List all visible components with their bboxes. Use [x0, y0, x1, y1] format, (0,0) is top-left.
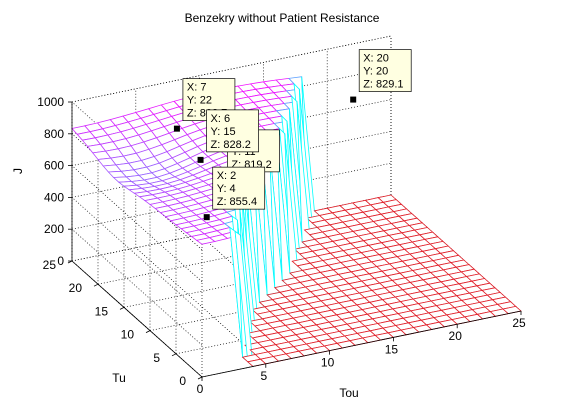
- y-tick-label: 10: [121, 328, 135, 342]
- z-tick-label: 1000: [37, 95, 64, 109]
- x-tick-label: 10: [321, 356, 335, 370]
- datatip-marker[interactable]: [350, 96, 357, 103]
- y-axis-label: Tu: [112, 371, 126, 385]
- z-tick-label: 400: [44, 190, 64, 204]
- x-axis-line: [201, 310, 522, 378]
- y-tick-label: 15: [95, 304, 109, 318]
- datatip-text: X: 6: [211, 113, 231, 125]
- datatip-text: Y: 20: [363, 66, 388, 78]
- datatip[interactable]: X: 20Y: 20Z: 829.1: [350, 49, 412, 103]
- z-tick-label: 800: [44, 127, 64, 141]
- datatip-box: [212, 166, 266, 210]
- datatip-box: [206, 109, 259, 153]
- y-tick-label: 20: [69, 281, 83, 295]
- x-tick-label: 20: [449, 329, 463, 343]
- y-axis-line: [71, 260, 203, 378]
- datatip[interactable]: X: 6Y: 15Z: 828.2: [197, 109, 259, 163]
- datatip-text: Y: 15: [211, 126, 236, 138]
- datatip-marker[interactable]: [203, 214, 210, 221]
- surface-mesh: [71, 76, 522, 368]
- y-tick-label: 0: [179, 374, 186, 388]
- chart-title: Benzekry without Patient Resistance: [185, 11, 380, 25]
- y-tick-label: 5: [153, 351, 160, 365]
- z-axis-label: J: [11, 168, 25, 174]
- y-tick-label: 25: [43, 258, 57, 272]
- x-tick-label: 5: [260, 369, 267, 383]
- z-tick-label: 0: [57, 254, 64, 268]
- datatip-text: Z: 829.1: [363, 79, 403, 91]
- datatip-text: X: 2: [217, 170, 237, 182]
- datatip-marker[interactable]: [197, 156, 204, 163]
- datatip-box: [358, 49, 412, 92]
- x-tick-label: 0: [197, 382, 204, 396]
- x-axis-label: Tou: [339, 386, 358, 400]
- datatip[interactable]: X: 2Y: 4Z: 855.4: [203, 166, 266, 221]
- datatip-text: X: 7: [187, 82, 207, 94]
- z-tick-label: 600: [44, 159, 64, 173]
- datatip-text: X: 20: [363, 53, 389, 65]
- x-tick-label: 15: [385, 342, 399, 356]
- datatip-text: Z: 855.4: [217, 196, 257, 208]
- datatip-marker[interactable]: [173, 125, 180, 132]
- datatip-text: Y: 4: [217, 183, 236, 195]
- datatip-text: Z: 828.2: [211, 139, 251, 151]
- z-tick-label: 200: [44, 222, 64, 236]
- datatip-text: Y: 22: [187, 95, 212, 107]
- x-tick-label: 25: [512, 316, 526, 330]
